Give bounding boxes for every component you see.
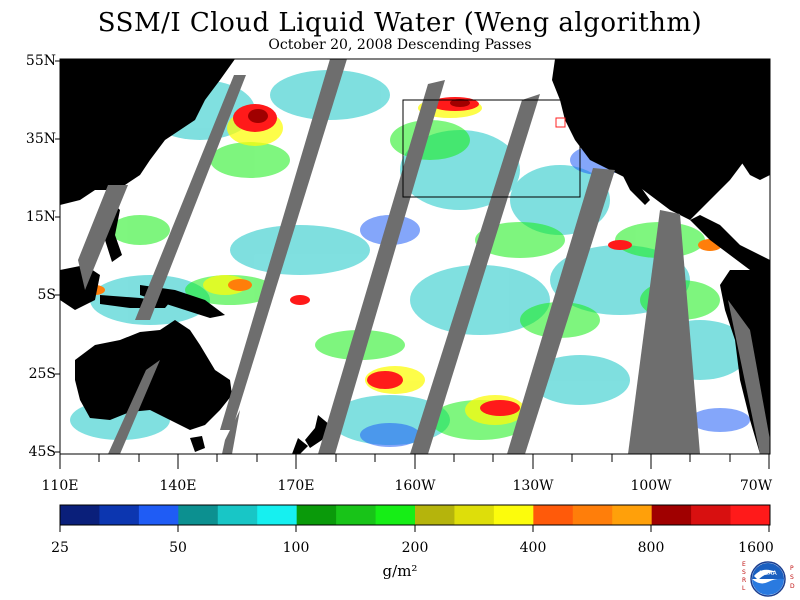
logo-left-letter-3: R bbox=[742, 577, 746, 584]
colorbar-swatch bbox=[99, 505, 140, 525]
colorbar-swatch bbox=[691, 505, 732, 525]
latitude-ticks bbox=[55, 60, 60, 453]
colorbar-swatch bbox=[257, 505, 298, 525]
colorbar-swatch bbox=[296, 505, 337, 525]
map-title: SSM/I Cloud Liquid Water (Weng algorithm… bbox=[97, 8, 703, 38]
colorbar-swatch bbox=[60, 505, 100, 525]
logo-right-letter-3: D bbox=[790, 583, 795, 590]
colorbar-swatch bbox=[336, 505, 377, 525]
colorbar-label-1600: 1600 bbox=[738, 540, 774, 556]
lon-label-170e: 170E bbox=[277, 478, 315, 494]
no-data-swath-gaps bbox=[78, 59, 770, 454]
colorbar-label-400: 400 bbox=[519, 540, 547, 556]
noaa-esrl-psd-logo: NOAA E S R L P S D bbox=[742, 561, 795, 597]
lat-label-35n: 35N bbox=[25, 131, 56, 147]
colorbar-swatch bbox=[612, 505, 653, 525]
colorbar-swatch bbox=[415, 505, 455, 525]
colorbar-swatch bbox=[572, 505, 613, 525]
colorbar-swatch bbox=[533, 505, 574, 525]
lat-label-15n: 15N bbox=[25, 209, 56, 225]
longitude-ticks bbox=[59, 454, 770, 469]
colorbar-swatch bbox=[375, 505, 416, 525]
lon-label-160w: 160W bbox=[394, 478, 436, 494]
colorbar-label-100: 100 bbox=[282, 540, 310, 556]
colorbar-swatch bbox=[217, 505, 258, 525]
lon-label-140e: 140E bbox=[159, 478, 197, 494]
lon-label-70w: 70W bbox=[739, 478, 773, 494]
colorbar bbox=[60, 505, 771, 525]
logo-left-letter-4: L bbox=[742, 585, 746, 592]
colorbar-swatch bbox=[454, 505, 495, 525]
small-region-box-outline bbox=[555, 117, 566, 128]
colorbar-label-25: 25 bbox=[51, 540, 69, 556]
logo-right-letter-1: P bbox=[790, 565, 794, 572]
colorbar-swatch bbox=[138, 505, 179, 525]
map-subtitle: October 20, 2008 Descending Passes bbox=[268, 37, 532, 53]
logo-left-letter-1: E bbox=[742, 561, 746, 568]
colorbar-swatch bbox=[493, 505, 534, 525]
colorbar-swatch bbox=[651, 505, 692, 525]
lat-label-5s: 5S bbox=[37, 287, 57, 303]
logo-left-letter-2: S bbox=[742, 569, 746, 576]
logo-right-letter-2: S bbox=[790, 574, 794, 581]
colorbar-label-50: 50 bbox=[169, 540, 187, 556]
colorbar-units: g/m² bbox=[382, 562, 418, 580]
colorbar-label-800: 800 bbox=[637, 540, 665, 556]
lat-label-55n: 55N bbox=[25, 53, 56, 69]
lon-label-110e: 110E bbox=[41, 478, 79, 494]
lon-label-100w: 100W bbox=[630, 478, 672, 494]
lat-label-25s: 25S bbox=[28, 366, 56, 382]
colorbar-ticks bbox=[59, 525, 770, 532]
lat-label-45s: 45S bbox=[28, 444, 56, 460]
colorbar-swatch bbox=[178, 505, 219, 525]
lon-label-130w: 130W bbox=[512, 478, 554, 494]
colorbar-label-200: 200 bbox=[401, 540, 429, 556]
logo-center-text: NOAA bbox=[759, 570, 777, 577]
region-box-outline bbox=[402, 99, 581, 198]
colorbar-swatch bbox=[730, 505, 771, 525]
